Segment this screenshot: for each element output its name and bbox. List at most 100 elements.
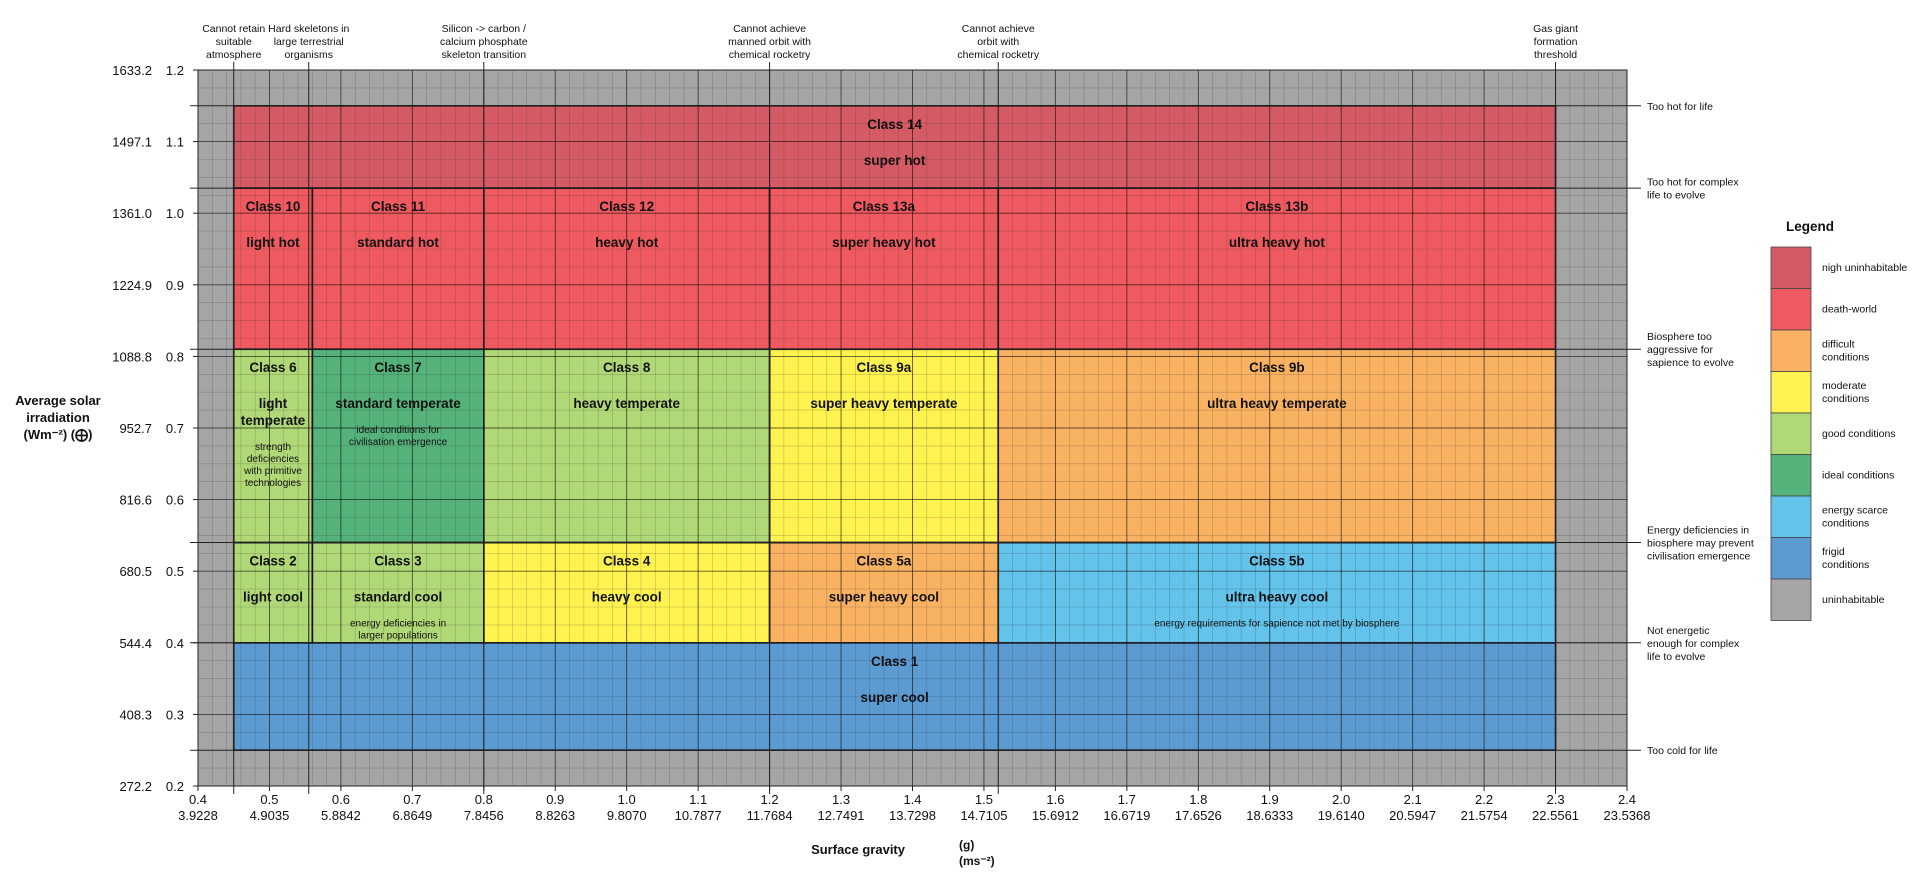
region-label-note: civilisation emergence [349, 437, 448, 448]
top-annotation-text: Gas giant [1533, 23, 1578, 35]
right-annotation-text: Energy deficiencies in [1647, 525, 1749, 537]
legend-label: conditions [1822, 393, 1869, 405]
region-label-subtitle: ultra heavy hot [1229, 235, 1326, 250]
top-annotation-text: Cannot achieve [962, 23, 1035, 35]
top-annotation-text: orbit with [977, 36, 1019, 48]
region-label-subtitle: light hot [246, 235, 300, 250]
y-tick-label-rel: 0.4 [166, 636, 184, 651]
x-tick-label-g: 2.4 [1618, 792, 1636, 807]
y-tick-label-rel: 0.3 [166, 707, 184, 722]
region-label-name: Class 8 [603, 360, 651, 375]
region-label-note: strength [255, 442, 291, 453]
top-annotation-text: organisms [285, 49, 333, 61]
legend: Legend nigh uninhabitable death-world diffi… [1770, 219, 1907, 621]
region-class-9b [998, 349, 1556, 543]
legend-swatch [1770, 495, 1812, 538]
x-tick-label-g: 0.8 [475, 792, 493, 807]
region-label-note: larger populations [358, 631, 438, 642]
region-label-name: Class 1 [871, 654, 919, 669]
y-tick-label-rel: 1.0 [166, 206, 184, 221]
region-label-subtitle: standard temperate [335, 396, 461, 411]
y-tick-label-rel: 0.9 [166, 278, 184, 293]
top-annotation-text: calcium phosphate [440, 36, 528, 48]
x-axis-label: Surface gravity [811, 842, 906, 857]
x-axis: 0.43.9228 0.54.9035 0.65.8842 0.76.8649 0.87… [178, 786, 1651, 868]
region-label-subtitle: super heavy cool [829, 590, 939, 605]
x-tick-label-g: 1.7 [1118, 792, 1136, 807]
y-tick-label-rel: 0.6 [166, 493, 184, 508]
y-axis-label: Average solar [15, 393, 101, 408]
region-class-10 [233, 188, 313, 350]
x-tick-label-g: 0.7 [403, 792, 421, 807]
right-annotation-text: sapience to evolve [1647, 357, 1734, 369]
right-annotation-text: life to evolve [1647, 190, 1706, 202]
x-tick-label-g: 1.9 [1261, 792, 1279, 807]
right-annotation-text: enough for complex [1647, 638, 1740, 650]
region-label-subtitle: standard cool [354, 590, 443, 605]
x-tick-label-ms2: 22.5561 [1532, 808, 1579, 823]
region-class-13b [998, 188, 1556, 350]
region-label-note: deficiencies [247, 454, 299, 465]
right-annotation-text: Not energetic [1647, 625, 1709, 637]
top-annotation-text: Hard skeletons in [268, 23, 349, 35]
x-tick-label-ms2: 13.7298 [889, 808, 936, 823]
y-tick-label-wm2: 952.7 [119, 421, 152, 436]
right-annotation-text: biosphere may prevent [1647, 538, 1754, 550]
region-label-subtitle: heavy cool [592, 590, 662, 605]
top-annotation-text: skeleton transition [441, 49, 526, 61]
y-tick-label-wm2: 1088.8 [112, 349, 152, 364]
region-label-name: Class 9a [857, 360, 912, 375]
region-class-2 [233, 542, 313, 643]
y-tick-label-wm2: 1361.0 [112, 206, 152, 221]
region-class-5b [998, 542, 1556, 643]
region-class-5a [769, 542, 999, 643]
x-tick-label-ms2: 20.5947 [1389, 808, 1436, 823]
x-axis-unit-g: (g) [959, 838, 974, 852]
y-tick-label-wm2: 1633.2 [112, 63, 152, 78]
right-annotation-text: Too hot for complex [1647, 177, 1739, 189]
y-axis-label: irradiation [26, 410, 90, 425]
y-axis-label: (Wm⁻²) (⨁) [24, 427, 93, 442]
top-annotation-text: Cannot achieve [733, 23, 806, 35]
legend-label: conditions [1822, 559, 1869, 571]
region-label-name: Class 4 [603, 554, 651, 569]
legend-label: frigid [1822, 546, 1845, 558]
y-axis: 1.2 1633.2 1.1 1497.1 1.0 1361.0 0.9 1224.9 0.8 1… [15, 63, 198, 794]
y-tick-label-wm2: 680.5 [119, 564, 152, 579]
right-annotation-text: civilisation emergence [1647, 551, 1750, 563]
x-tick-label-g: 1.2 [761, 792, 779, 807]
x-tick-label-ms2: 21.5754 [1461, 808, 1508, 823]
x-tick-label-ms2: 5.8842 [321, 808, 361, 823]
legend-label: conditions [1822, 518, 1869, 530]
region-label-name: Class 12 [599, 199, 654, 214]
legend-label: difficult [1822, 339, 1855, 351]
x-tick-label-ms2: 8.8263 [535, 808, 575, 823]
top-annotation-text: Cannot retain [202, 23, 265, 35]
region-class-6 [233, 349, 313, 543]
legend-swatch [1770, 371, 1812, 414]
top-annotation-text: threshold [1534, 49, 1577, 61]
x-tick-label-ms2: 4.9035 [250, 808, 290, 823]
x-tick-label-ms2: 7.8456 [464, 808, 504, 823]
x-tick-label-g: 1.8 [1189, 792, 1207, 807]
legend-swatch [1770, 246, 1812, 289]
right-annotation-text: aggressive for [1647, 344, 1713, 356]
y-tick-label-wm2: 1224.9 [112, 278, 152, 293]
top-annotation-text: chemical rocketry [957, 49, 1039, 61]
x-tick-label-ms2: 12.7491 [818, 808, 865, 823]
x-tick-label-ms2: 14.7105 [960, 808, 1007, 823]
top-annotation-text: atmosphere [206, 49, 262, 61]
y-tick-label-rel: 1.1 [166, 135, 184, 150]
region-label-name: Class 7 [374, 360, 421, 375]
x-tick-label-ms2: 19.6140 [1318, 808, 1365, 823]
legend-label: moderate [1822, 380, 1867, 392]
region-label-note: with primitive [243, 466, 302, 477]
region-class-14 [233, 105, 1556, 189]
region-label-name: Class 5b [1249, 554, 1305, 569]
top-annotation-text: Silicon -> carbon / [442, 23, 526, 35]
region-label-subtitle: ultra heavy temperate [1207, 396, 1347, 411]
region-label-name: Class 9b [1249, 360, 1305, 375]
region-label-name: Class 3 [374, 554, 422, 569]
region-label-name: Class 6 [249, 360, 297, 375]
